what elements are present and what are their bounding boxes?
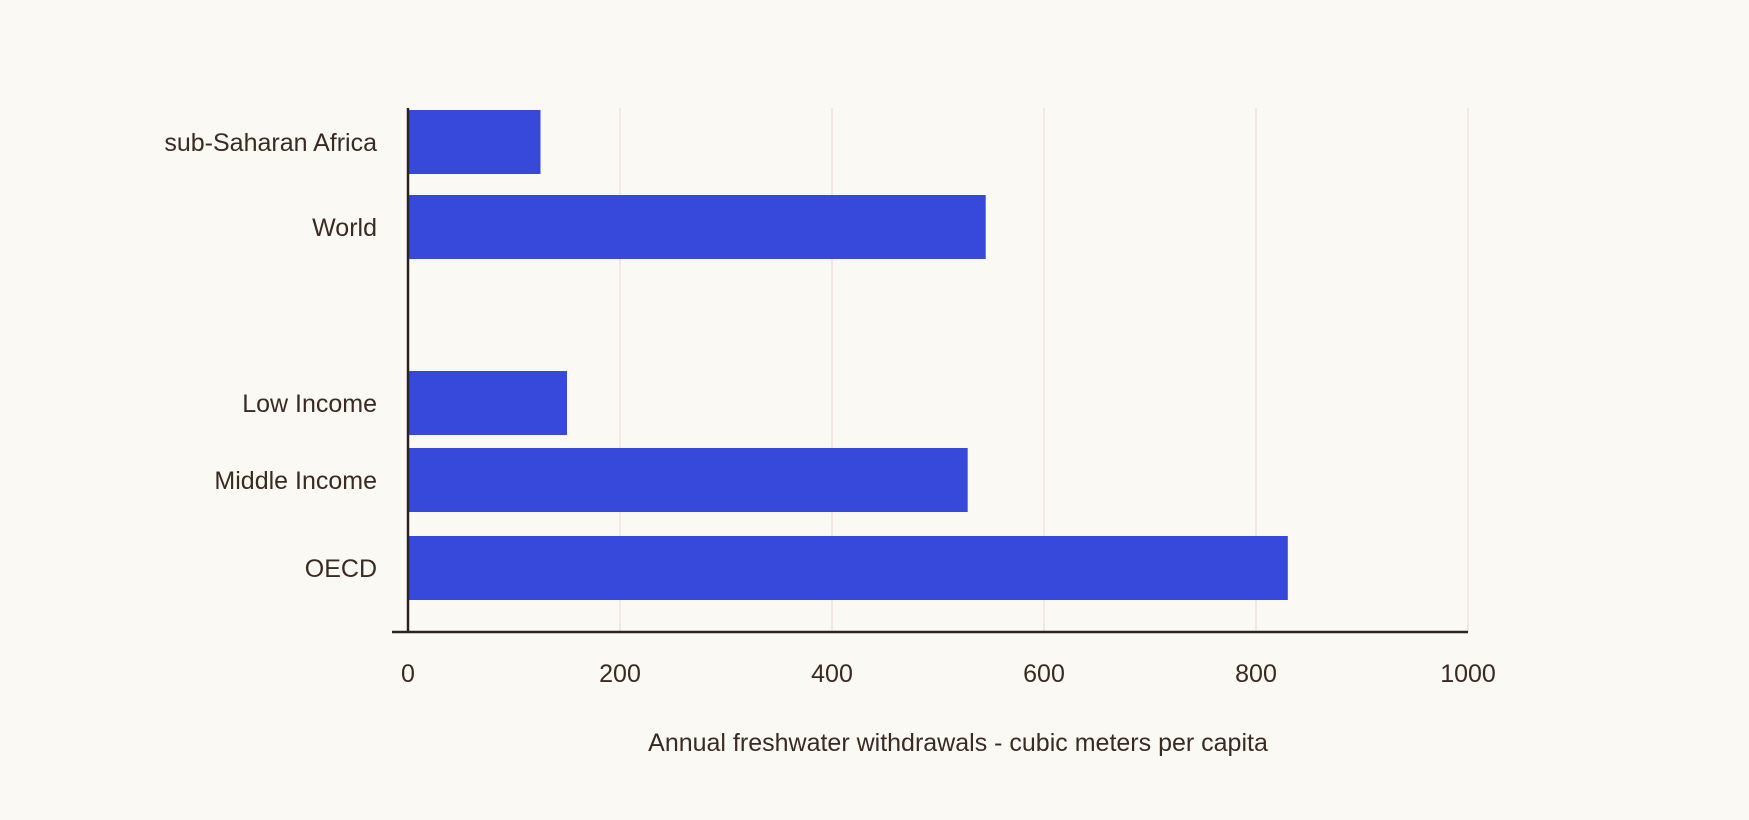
bar-sub-saharan-africa	[408, 110, 541, 174]
bars	[408, 110, 1288, 600]
category-label-oecd: OECD	[305, 555, 377, 583]
x-tick-label-1000: 1000	[1440, 660, 1496, 688]
x-tick-label-200: 200	[599, 660, 641, 688]
bar-world	[408, 195, 986, 259]
bar-middle-income	[408, 448, 968, 512]
axes	[392, 108, 1468, 634]
x-tick-label-400: 400	[811, 660, 853, 688]
bar-oecd	[408, 536, 1288, 600]
x-axis-title: Annual freshwater withdrawals - cubic me…	[648, 729, 1268, 757]
category-label-low-income: Low Income	[242, 390, 377, 418]
category-label-world: World	[312, 214, 377, 242]
bar-low-income	[408, 371, 567, 435]
x-tick-label-0: 0	[401, 660, 415, 688]
x-tick-label-800: 800	[1235, 660, 1277, 688]
category-labels: sub-Saharan Africa World Low Income Middle …	[164, 129, 377, 583]
x-tick-labels: 0 200 400 600 800 1000	[401, 660, 1496, 688]
category-label-middle-income: Middle Income	[214, 467, 377, 495]
x-tick-label-600: 600	[1023, 660, 1065, 688]
category-label-sub-saharan-africa: sub-Saharan Africa	[164, 129, 377, 157]
